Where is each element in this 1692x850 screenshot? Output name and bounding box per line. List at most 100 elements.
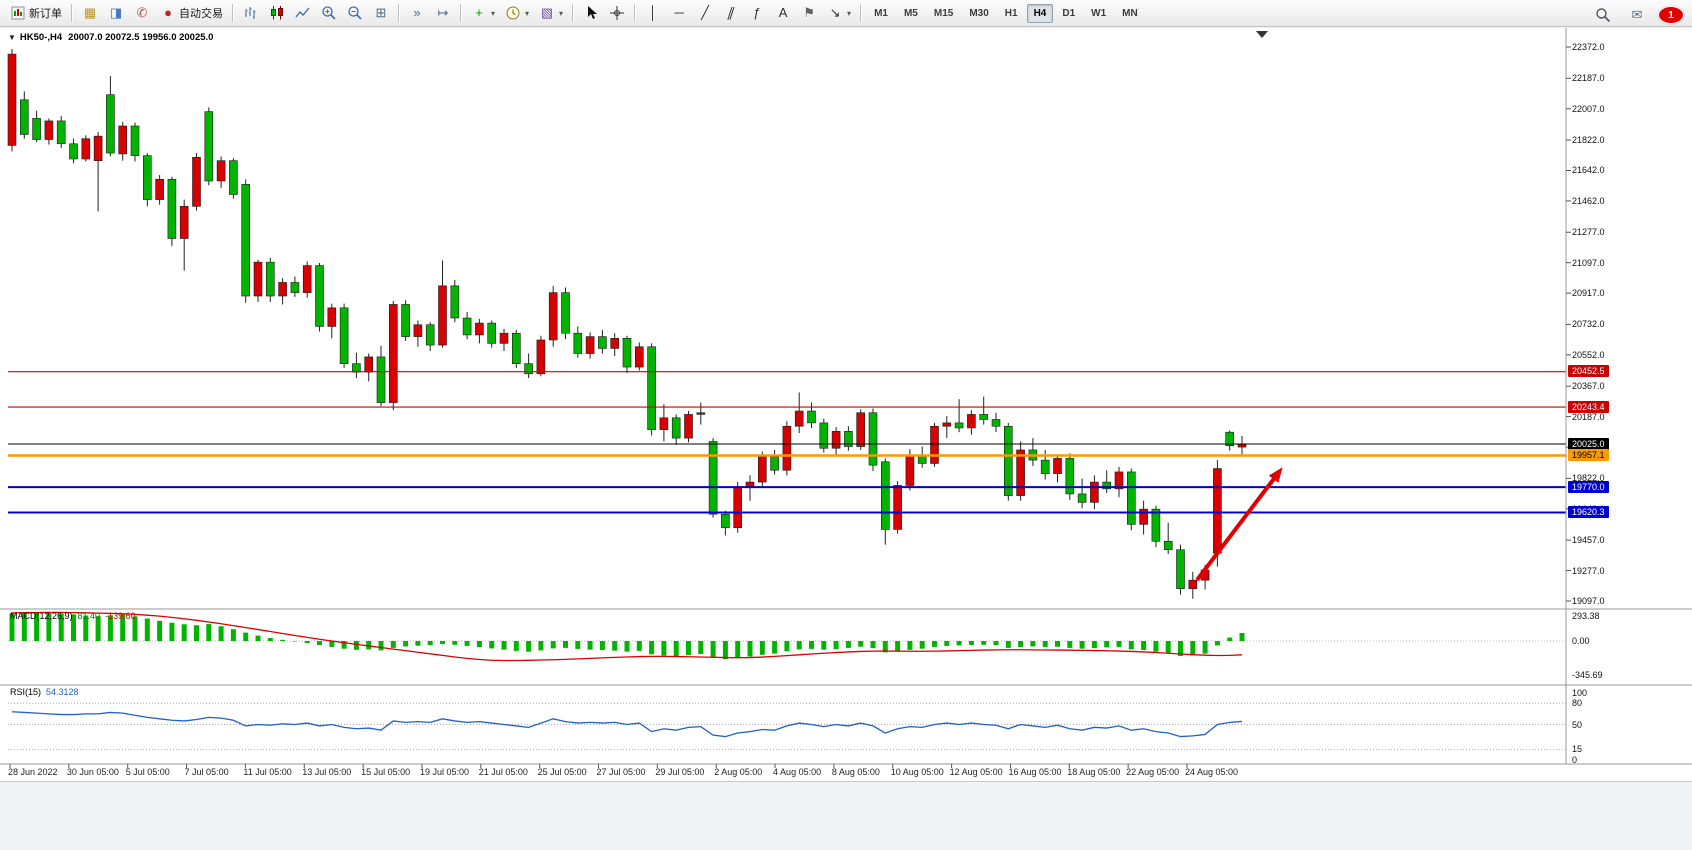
rsi-axis-label: 80 [1572,698,1583,709]
time-axis-label: 29 Jul 05:00 [655,767,705,777]
price-label: 22007.0 [1572,103,1605,114]
data-window-icon: ✆ [136,5,148,20]
time-axis-label: 13 Jul 05:00 [302,767,352,777]
time-axis-label: 16 Aug 05:00 [1008,767,1062,777]
timeframe-m30-button[interactable]: M30 [969,7,989,19]
rsi-indicator-label: RSI(15) 54.3128 [10,687,84,697]
vertical-line-button[interactable]: │ [640,1,666,25]
data-window-button[interactable]: ✆ [129,1,155,25]
rsi-axis-label: 0 [1572,755,1578,765]
line-chart-button[interactable] [290,1,316,25]
bottom-empty-area [0,781,1692,850]
message-button[interactable]: ✉ [1624,3,1650,27]
label-button[interactable]: ⚑ [796,1,822,25]
autotrading-button[interactable]: ● 自动交易 [155,1,228,25]
indicators-plus-icon: + [475,5,483,20]
dropdown-arrow-icon: ▾ [847,8,852,18]
templates-button[interactable]: ▧ ▾ [534,1,568,25]
zoom-in-icon [321,5,337,21]
toolbar-separator [71,4,73,22]
rsi-value: 54.3128 [46,687,79,697]
rsi-axis-label: 100 [1572,688,1588,698]
symbol-period-label: HK50-,H4 [19,32,63,43]
time-axis-label: 22 Aug 05:00 [1126,767,1180,777]
time-axis-label: 15 Jul 05:00 [361,767,411,777]
time-axis-label: 2 Aug 05:00 [714,767,763,777]
horizontal-line-button[interactable]: ─ [666,1,692,25]
timeframe-h1-button[interactable]: H1 [1004,7,1018,19]
timeframe-m15-button[interactable]: M15 [933,7,954,19]
macd-indicator-label: MACD(12,26,9) 81.40 -139.60 [10,611,141,621]
periods-clock-icon [505,5,521,21]
timeframe-w1-button[interactable]: W1 [1091,7,1107,19]
timeframe-d1-button[interactable]: D1 [1062,7,1076,19]
price-label: 20917.0 [1572,288,1605,299]
trendline-button[interactable]: ╱ [692,1,718,25]
chart-shift-icon: ↦ [437,5,449,20]
bar-chart-icon [243,5,259,21]
price-label: 21097.0 [1572,257,1605,268]
bar-chart-button[interactable] [238,1,264,25]
horizontal-line-icon: ─ [674,5,684,20]
time-axis-label: 21 Jul 05:00 [478,767,528,777]
label-flag-icon: ⚑ [803,5,815,20]
rsi-name: RSI(15) [10,687,42,697]
candlestick-icon [269,5,285,21]
macd-name: MACD(12,26,9) [10,611,73,621]
toolbar-right-group: ✉ 1 [1590,3,1684,27]
collapse-arrow-icon[interactable]: ▼ [8,33,16,42]
timeframe-mn-button[interactable]: MN [1122,7,1138,19]
timeframe-m5-button[interactable]: M5 [903,7,918,19]
arrows-button[interactable]: ↘ ▾ [822,1,856,25]
channel-button[interactable]: ∥ [718,1,744,25]
periods-button[interactable]: ▾ [500,1,534,25]
price-line-label: 19620.3 [1568,505,1609,518]
macd-main-value: 81.40 [77,611,101,621]
price-label: 20187.0 [1572,411,1605,422]
price-label: 20552.0 [1572,349,1605,360]
time-axis-label: 25 Jul 05:00 [537,767,587,777]
macd-signal-value: -139.60 [105,611,136,621]
crosshair-button[interactable] [604,1,630,25]
chart-title: ▼ HK50-,H4 20007.0 20072.5 19956.0 20025.0 [8,32,213,43]
macd-axis-label: 0.00 [1572,636,1590,646]
time-axis-label: 19 Jul 05:00 [419,767,469,777]
time-axis-label: 12 Aug 05:00 [949,767,1003,777]
chart-window[interactable] [0,28,1692,781]
text-button[interactable]: A [770,1,796,25]
price-label: 21642.0 [1572,165,1605,176]
price-label: 19822.0 [1572,473,1605,484]
fibonacci-button[interactable]: ƒ [744,1,770,25]
zoom-out-button[interactable] [342,1,368,25]
tile-windows-button[interactable]: ⊞ [368,1,394,25]
new-chart-button[interactable]: ▦ [77,1,103,25]
autotrading-button-label: 自动交易 [179,8,223,20]
tile-windows-icon: ⊞ [375,5,387,20]
cursor-arrow-icon [583,5,599,21]
ohlc-values: 20007.0 20072.5 19956.0 20025.0 [68,32,214,43]
new-chart-icon: ▦ [83,5,97,20]
profiles-button[interactable]: ◨ [103,1,129,25]
chart-shift-button[interactable]: ↦ [430,1,456,25]
time-axis-label: 4 Aug 05:00 [773,767,822,777]
timeframe-m1-button[interactable]: M1 [874,7,888,19]
zoom-in-button[interactable] [316,1,342,25]
autotrading-icon: ● [164,5,172,20]
macd-axis-label: -345.69 [1572,670,1603,681]
notification-badge[interactable]: 1 [1658,6,1684,24]
rsi-axis-label: 15 [1572,744,1583,755]
line-chart-icon [295,5,311,21]
price-line-label: 20452.5 [1568,365,1609,378]
search-button[interactable] [1590,3,1616,27]
timeframe-h4-button[interactable]: H4 [1026,3,1054,23]
crosshair-icon [609,5,625,21]
price-line-label: 20025.0 [1568,437,1609,450]
cursor-button[interactable] [578,1,604,25]
price-line-label: 20243.4 [1568,400,1609,413]
dropdown-arrow-icon: ▾ [491,8,496,18]
candle-chart-button[interactable] [264,1,290,25]
toolbar-separator [232,4,234,22]
indicators-button[interactable]: + ▾ [466,1,500,25]
auto-scroll-button[interactable]: » [404,1,430,25]
new-order-button[interactable]: 新订单 [5,1,67,25]
